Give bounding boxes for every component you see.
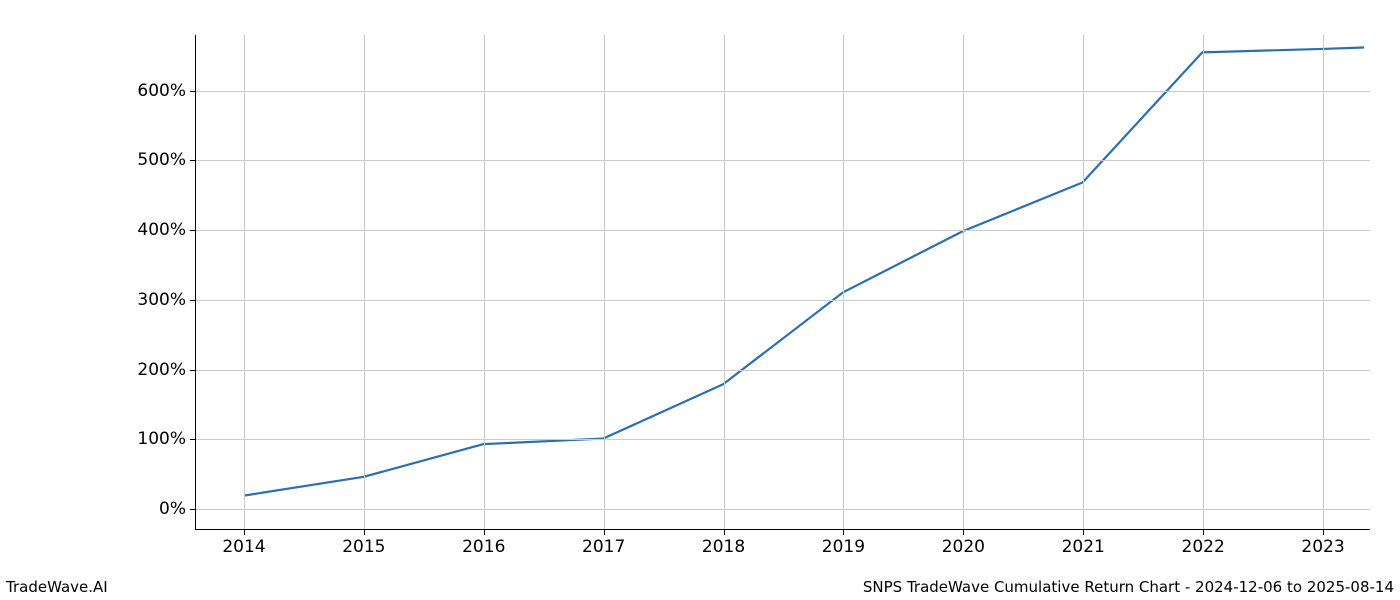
x-tick-label: 2017 bbox=[582, 529, 625, 557]
gridline-vertical bbox=[843, 35, 844, 529]
footer-brand: TradeWave.AI bbox=[6, 578, 108, 596]
y-tick-label: 300% bbox=[137, 290, 196, 310]
x-tick-label: 2014 bbox=[222, 529, 265, 557]
x-tick-label: 2019 bbox=[822, 529, 865, 557]
gridline-horizontal bbox=[196, 439, 1370, 440]
x-tick-label: 2021 bbox=[1062, 529, 1105, 557]
x-tick-label: 2020 bbox=[942, 529, 985, 557]
x-tick-label: 2023 bbox=[1301, 529, 1344, 557]
gridline-horizontal bbox=[196, 160, 1370, 161]
y-tick-label: 600% bbox=[137, 81, 196, 101]
gridline-vertical bbox=[244, 35, 245, 529]
line-series-cumulative-return bbox=[244, 48, 1364, 496]
gridline-vertical bbox=[1323, 35, 1324, 529]
gridline-vertical bbox=[724, 35, 725, 529]
gridline-vertical bbox=[1083, 35, 1084, 529]
gridline-vertical bbox=[604, 35, 605, 529]
x-tick-label: 2015 bbox=[342, 529, 385, 557]
gridline-vertical bbox=[963, 35, 964, 529]
y-tick-label: 200% bbox=[137, 360, 196, 380]
footer-caption: SNPS TradeWave Cumulative Return Chart -… bbox=[863, 578, 1394, 596]
gridline-vertical bbox=[484, 35, 485, 529]
gridline-vertical bbox=[1203, 35, 1204, 529]
gridline-horizontal bbox=[196, 230, 1370, 231]
y-tick-label: 400% bbox=[137, 220, 196, 240]
gridline-horizontal bbox=[196, 91, 1370, 92]
gridline-horizontal bbox=[196, 300, 1370, 301]
y-tick-label: 500% bbox=[137, 150, 196, 170]
x-tick-label: 2016 bbox=[462, 529, 505, 557]
gridline-horizontal bbox=[196, 509, 1370, 510]
chart-container: 0% 100% 200% 300% 400% 500% 600% 2014 2015 2016 20… bbox=[0, 0, 1400, 600]
line-series-svg bbox=[196, 35, 1370, 529]
gridline-vertical bbox=[364, 35, 365, 529]
x-tick-label: 2018 bbox=[702, 529, 745, 557]
plot-area: 0%100%200%300%400%500%600%20142015201620… bbox=[195, 35, 1370, 530]
y-tick-label: 100% bbox=[137, 429, 196, 449]
x-tick-label: 2022 bbox=[1182, 529, 1225, 557]
y-tick-label: 0% bbox=[159, 499, 196, 519]
gridline-horizontal bbox=[196, 370, 1370, 371]
